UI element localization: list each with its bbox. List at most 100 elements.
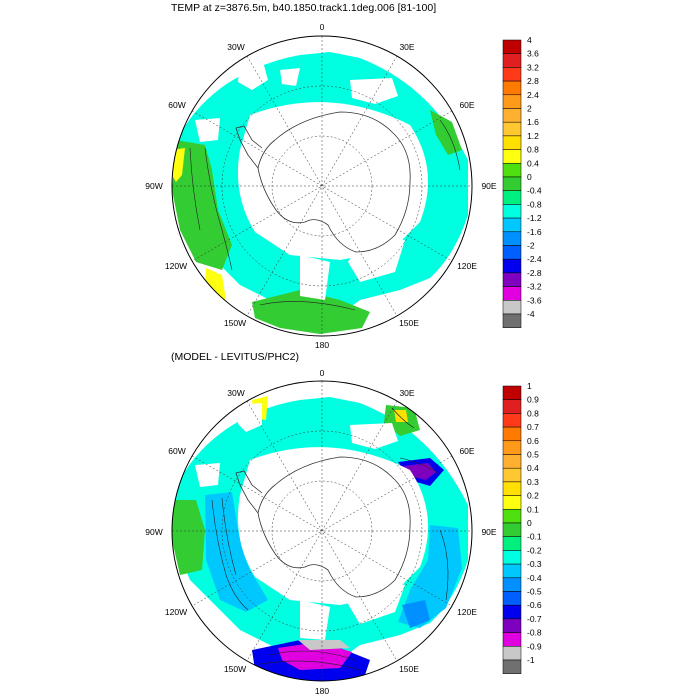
top-colorbar-label: -2.4 — [527, 254, 542, 264]
top-lon-label: 120W — [165, 261, 187, 271]
top-colorbar-swatch — [502, 67, 522, 82]
top-colorbar-label: 2 — [527, 104, 532, 114]
top-colorbar-label: 0.4 — [527, 158, 539, 168]
bottom-lon-label: 0 — [320, 368, 325, 378]
top-lon-label: 60E — [459, 100, 474, 110]
bottom-lon-label: 90W — [145, 527, 162, 537]
top-colorbar: 4 3.6 3.2 2.8 2.4 2 1.6 1.2 0.8 0.4 0 -0.4 -0.8 -1.2 -… — [502, 35, 542, 328]
bottom-colorbar-label: -0.6 — [527, 600, 542, 610]
bottom-colorbar-label: 0 — [527, 518, 532, 528]
bottom-lon-label: 30W — [227, 388, 244, 398]
bottom-colorbar-swatch — [502, 495, 522, 510]
bottom-colorbar-swatch — [502, 467, 522, 483]
bottom-colorbar-label: 0.3 — [527, 477, 539, 487]
top-lon-label: 180 — [315, 340, 329, 350]
top-colorbar-swatch — [502, 108, 522, 123]
bottom-colorbar-swatch — [502, 440, 522, 455]
top-colorbar-swatch — [502, 94, 522, 109]
top-colorbar-label: -2 — [527, 241, 535, 251]
top-colorbar-label: 0 — [527, 172, 532, 182]
top-contours — [189, 119, 461, 311]
bottom-colorbar-label: -1 — [527, 655, 535, 665]
bottom-colorbar-label: 0.5 — [527, 450, 539, 460]
bottom-green-west — [172, 500, 205, 575]
bottom-gray-south — [298, 640, 350, 650]
top-green-ne — [430, 110, 462, 155]
bottom-colorbar-swatch — [502, 577, 522, 592]
top-colorbar-swatch — [502, 272, 522, 287]
bottom-colorbar-label: 0.2 — [527, 491, 539, 501]
bottom-blue-west — [205, 492, 268, 612]
top-colorbar-label: 2.8 — [527, 76, 539, 86]
top-colorbar-label: -1.2 — [527, 213, 542, 223]
bottom-colorbar-label: 0.1 — [527, 504, 539, 514]
bottom-colorbar-swatch — [502, 426, 522, 442]
top-colorbar-label: 3.6 — [527, 49, 539, 59]
top-colorbar-label: 1.6 — [527, 117, 539, 127]
bottom-panel-title: (MODEL - LEVITUS/PHC2) — [171, 351, 299, 363]
top-peninsula-outline — [235, 125, 263, 169]
bottom-lon-label: 30E — [399, 388, 414, 398]
top-lon-label: 30W — [227, 42, 244, 52]
bottom-yellow-ne — [394, 410, 408, 422]
bottom-lon-label: 180 — [315, 686, 329, 696]
bottom-colorbar-label: -0.7 — [527, 614, 542, 624]
top-lon-label: 150E — [399, 318, 419, 328]
top-lon-label: 0 — [320, 22, 325, 32]
bottom-colorbar-swatch — [502, 591, 522, 606]
top-graticule — [172, 36, 472, 336]
bottom-colorbar-label: -0.2 — [527, 545, 542, 555]
bottom-lon-label: 150E — [399, 664, 419, 674]
bottom-colorbar-swatch — [502, 413, 522, 428]
top-lon-label: 90W — [145, 181, 162, 191]
top-colorbar-swatch — [502, 231, 522, 246]
bottom-panel: (MODEL - LEVITUS/PHC2) — [145, 351, 542, 696]
bottom-colorbar-swatch — [502, 659, 522, 674]
bottom-colorbar-swatch — [502, 522, 522, 537]
bottom-contours — [211, 407, 449, 671]
top-colorbar-label: -3.2 — [527, 282, 542, 292]
top-lon-label: 120E — [457, 261, 477, 271]
top-colorbar-label: -1.6 — [527, 227, 542, 237]
top-green-west — [172, 140, 232, 270]
top-colorbar-label: -4 — [527, 309, 535, 319]
top-colorbar-swatch — [502, 135, 522, 150]
bottom-colorbar-label: -0.5 — [527, 587, 542, 597]
top-colorbar-swatch — [502, 53, 522, 68]
top-colorbar-label: 2.4 — [527, 90, 539, 100]
bottom-peninsula-outline — [235, 470, 263, 514]
top-colorbar-swatch — [502, 300, 522, 315]
bottom-colorbar-swatch — [502, 618, 522, 633]
bottom-colorbar: 1 0.9 0.8 0.7 0.6 0.5 0.4 0.3 0.2 0.1 0 -0.1 -0.2 -0.… — [502, 381, 542, 674]
bottom-colorbar-swatch — [502, 563, 522, 579]
bottom-purple-south — [278, 642, 352, 670]
bottom-colorbar-swatch — [502, 509, 522, 524]
top-colorbar-swatch — [502, 286, 522, 301]
bottom-colorbar-label: -0.1 — [527, 532, 542, 542]
bottom-map — [172, 381, 472, 681]
bottom-lon-label: 90E — [481, 527, 496, 537]
bottom-lon-label: 120E — [457, 607, 477, 617]
top-colorbar-label: 3.2 — [527, 62, 539, 72]
top-colorbar-label: 4 — [527, 35, 532, 45]
bottom-colorbar-swatch — [502, 646, 522, 661]
bottom-colorbar-label: -0.3 — [527, 559, 542, 569]
bottom-darkblue-se — [402, 600, 430, 628]
top-lon-label: 90E — [481, 181, 496, 191]
bottom-lon-label: 60W — [168, 446, 185, 456]
bottom-colorbar-swatch — [502, 604, 522, 620]
top-colorbar-swatch — [502, 149, 522, 164]
top-lon-label: 60W — [168, 100, 185, 110]
top-colorbar-swatch — [502, 204, 522, 219]
bottom-colorbar-swatch — [502, 454, 522, 469]
top-map — [172, 36, 472, 336]
bottom-lon-label: 60E — [459, 446, 474, 456]
bottom-colorbar-label: -0.8 — [527, 628, 542, 638]
top-colorbar-swatch — [502, 39, 522, 54]
top-lon-labels: 0 30E 60E 90E 120E 150E 180 150W 120W 90… — [145, 22, 497, 350]
top-lon-label: 150W — [224, 318, 246, 328]
top-colorbar-swatch — [502, 80, 522, 96]
top-colorbar-swatch — [502, 121, 522, 137]
top-map-border — [171, 35, 473, 337]
